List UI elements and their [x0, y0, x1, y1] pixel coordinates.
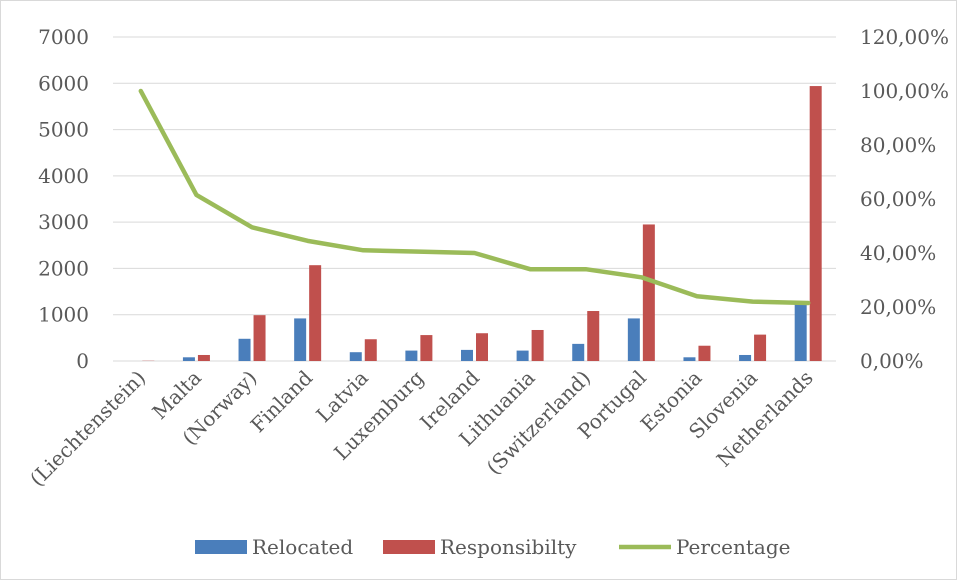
bar-responsibilty — [198, 355, 210, 361]
bar-responsibilty — [643, 224, 655, 361]
bar-relocated — [350, 352, 362, 361]
y-tick-label: 2000 — [38, 256, 89, 280]
bar-responsibilty — [309, 265, 321, 361]
bar-relocated — [795, 304, 807, 361]
y-tick-label: 0 — [76, 349, 89, 373]
legend-label: Responsibilty — [440, 535, 577, 559]
bar-responsibilty — [254, 315, 266, 361]
legend-label: Relocated — [252, 535, 353, 559]
y2-tick-label: 100,00% — [860, 79, 949, 103]
legend-swatch-relocated — [195, 540, 247, 554]
x-tick-label: Netherlands — [712, 366, 818, 472]
y-tick-label: 4000 — [38, 164, 89, 188]
legend-label: Percentage — [676, 535, 790, 559]
y2-tick-label: 40,00% — [860, 241, 936, 265]
bar-relocated — [461, 350, 473, 361]
y2-tick-label: 20,00% — [860, 295, 936, 319]
x-tick-label: (Liechtenstein) — [25, 366, 150, 491]
bar-responsibilty — [420, 335, 432, 361]
bar-responsibilty — [532, 330, 544, 361]
bar-relocated — [183, 357, 195, 361]
legend-swatch-responsibilty — [383, 540, 435, 554]
bar-responsibilty — [365, 339, 377, 361]
y-tick-label: 6000 — [38, 71, 89, 95]
y2-tick-label: 60,00% — [860, 187, 936, 211]
y-tick-label: 1000 — [38, 303, 89, 327]
bar-relocated — [572, 344, 584, 361]
bar-responsibilty — [698, 346, 710, 361]
bar-relocated — [739, 355, 751, 361]
y2-tick-label: 80,00% — [860, 133, 936, 157]
bar-relocated — [405, 351, 417, 361]
x-tick-label: Finland — [246, 365, 318, 437]
bar-relocated — [294, 318, 306, 361]
bar-relocated — [683, 357, 695, 361]
bar-responsibilty — [754, 335, 766, 361]
bar-responsibilty — [476, 333, 488, 361]
y-tick-label: 3000 — [38, 210, 89, 234]
line-percentage — [141, 91, 808, 303]
y2-tick-label: 120,00% — [860, 25, 949, 49]
bar-responsibilty — [810, 86, 822, 361]
bar-relocated — [517, 351, 529, 361]
y-tick-label: 5000 — [38, 118, 89, 142]
bar-relocated — [628, 318, 640, 361]
bar-responsibilty — [587, 311, 599, 361]
y2-tick-label: 0,00% — [860, 349, 924, 373]
bar-relocated — [239, 339, 251, 361]
y-tick-label: 7000 — [38, 25, 89, 49]
